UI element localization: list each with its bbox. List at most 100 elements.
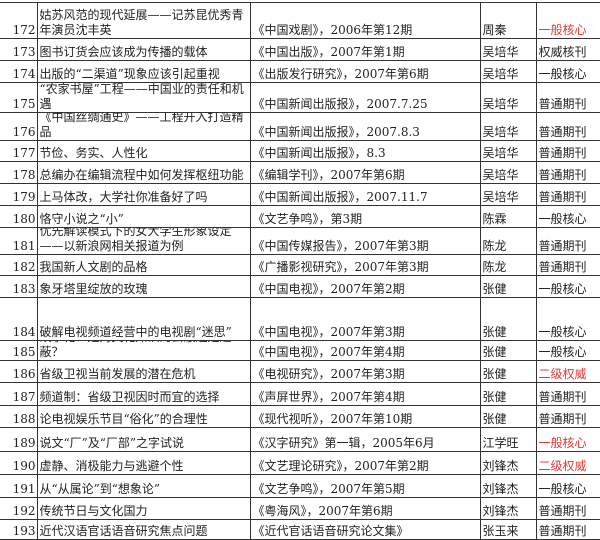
row-number-cell: 187: [0, 382, 38, 406]
article-title: 图书订货会应该成为传播的载体: [39, 45, 208, 59]
journal-level: 一般核心: [538, 482, 587, 496]
journal-level: 普通期刊: [538, 190, 587, 204]
publication-source-cell: 《声屏世界》，2007年第4期: [249, 382, 481, 406]
journal-level-cell: 一般核心: [535, 60, 600, 83]
article-title: 省级卫视当前发展的潜在危机: [39, 367, 196, 381]
article-title-cell: 破解电视频道经营中的电视剧“迷思”: [36, 297, 251, 341]
row-number: 184: [12, 325, 36, 339]
publication-source: 《中国电视》，2007年第3期: [252, 325, 405, 339]
author-name: 张健: [482, 282, 507, 296]
journal-level: 一般核心: [538, 436, 587, 450]
author-name: 刘锋杰: [482, 504, 519, 518]
publication-source-cell: 《中国电视》，2007年第3期: [249, 297, 481, 341]
publication-source-cell: 《中国新闻出版报》，2007.7.25: [249, 82, 481, 113]
journal-level-cell: 一般核心: [535, 340, 600, 361]
publication-source-cell: 《汉字研究》第一辑，2005年6月: [249, 427, 481, 452]
table-row: 185故事化：是对文化知识的去蔽还是遮蔽？ 《中国电视》，2007年第4期 张健 一般…: [0, 340, 600, 361]
article-title-cell: 频道制：省级卫视因时而宜的选择: [36, 382, 251, 406]
journal-level-cell: 一般核心: [535, 205, 600, 228]
author-name: 吴培华: [482, 168, 519, 182]
journal-level: 普通期刊: [538, 524, 587, 538]
article-title: 论电视娱乐节目“俗化”的合理性: [39, 412, 208, 426]
article-title: 节俭、务实、人性化: [39, 146, 148, 160]
publication-source-cell: 《中国出版》，2007年第1期: [249, 38, 481, 61]
journal-level-cell: 一般核心: [535, 2, 600, 39]
publication-source: 《中国新闻出版报》，2007.7.25: [252, 97, 428, 111]
article-title: 虚静、消极能力与逃避个性: [39, 459, 184, 473]
table-row: 179 上马体改，大学社你准备好了吗 《中国新闻出版报》，2007.11.7 吴培华 普…: [0, 183, 600, 206]
row-number: 174: [12, 67, 36, 81]
table-row: 187 频道制：省级卫视因时而宜的选择 《声屏世界》，2007年第4期 张健 普通期刊: [0, 382, 600, 406]
row-number: 178: [12, 168, 36, 182]
article-title-cell: 上马体改，大学社你准备好了吗: [36, 183, 251, 206]
author-name-cell: 刘锋杰: [479, 451, 537, 475]
row-number: 181: [12, 239, 36, 253]
row-number: 185: [12, 345, 36, 359]
publication-source-cell: 《出版发行研究》，2007年第6期: [249, 60, 481, 83]
journal-level-cell: 一般核心: [535, 275, 600, 298]
row-number: 179: [12, 190, 36, 204]
journal-level-cell: 普通期刊: [535, 112, 600, 141]
article-title: 象牙塔里绽放的玫瑰: [39, 282, 148, 296]
author-name: 陈霖: [482, 212, 507, 226]
row-number-cell: 184: [0, 297, 38, 341]
article-title: 《中国丝绸通史》——工程开入打造精品: [39, 113, 244, 140]
author-name: 张健: [482, 390, 507, 404]
publication-source-cell: 《广播影视研究》，2007年第3期: [249, 254, 481, 276]
row-number-cell: 182: [0, 254, 38, 276]
table-row: 177 节俭、务实、人性化 《中国新闻出版报》，8.3 吴培华 普通期刊: [0, 140, 600, 162]
author-name: 江学旺: [482, 436, 519, 450]
row-number: 173: [12, 45, 36, 59]
table-row: 184 破解电视频道经营中的电视剧“迷思” 《中国电视》，2007年第3期 张健 一般核…: [0, 297, 600, 341]
article-title-cell: “农家书屋”工程——中国业的责任和机遇: [36, 82, 251, 113]
journal-level-cell: 一般核心: [535, 427, 600, 452]
article-title-cell: 从“从属论”到“想象论”: [36, 474, 251, 498]
journal-level: 一般核心: [538, 282, 587, 296]
article-title-cell: 节俭、务实、人性化: [36, 140, 251, 162]
publication-source: 《中国电视》，2007年第4期: [252, 345, 405, 359]
publication-source-cell: 《中国电视》，2007年第2期: [249, 275, 481, 298]
author-name: 刘锋杰: [482, 482, 519, 496]
article-title: 近代汉语官话语音研究焦点问题: [39, 524, 208, 538]
publication-source-cell: 《现代视听》，2007年第10期: [249, 405, 481, 428]
author-name-cell: 陈霖: [479, 205, 537, 228]
publication-source: 《中国新闻出版报》，2007.8.3: [252, 125, 420, 139]
author-name-cell: 吴培华: [479, 112, 537, 141]
table-row: 181 优先解读模式下的女大学生形象设定——以新浪网相关报道为例 《中国传媒报告》，…: [0, 227, 600, 255]
article-title-cell: 总编办在编辑流程中如何发挥枢纽功能: [36, 161, 251, 184]
row-number-cell: 183: [0, 275, 38, 298]
article-title: 故事化：是对文化知识的去蔽还是遮蔽？: [39, 342, 232, 360]
author-name-cell: 陈龙: [479, 227, 537, 255]
row-number: 190: [12, 459, 36, 473]
journal-level: 一般核心: [538, 23, 587, 37]
row-number-cell: 192: [0, 497, 38, 520]
publication-source: 《近代官话语音研究论文集》: [252, 524, 409, 538]
author-name-cell: 张健: [479, 360, 537, 383]
article-title-cell: 故事化：是对文化知识的去蔽还是遮蔽？: [36, 340, 251, 361]
row-number-cell: 176: [0, 112, 38, 141]
author-name: 陈龙: [482, 239, 507, 253]
table-row: 188 论电视娱乐节目“俗化”的合理性 《现代视听》，2007年第10期 张健 普通期刊: [0, 405, 600, 428]
article-title-cell: 论电视娱乐节目“俗化”的合理性: [36, 405, 251, 428]
publication-source-cell: 《编辑学刊》，2007年第6期: [249, 161, 481, 184]
article-title: 姑苏风范的现代延展——记苏昆优秀青年演员沈丰英: [39, 8, 244, 37]
journal-level: 一般核心: [538, 325, 587, 339]
table-row: 178 总编办在编辑流程中如何发挥枢纽功能 《编辑学刊》，2007年第6期 吴培华 普通…: [0, 161, 600, 184]
publication-source: 《中国新闻出版报》，8.3: [252, 146, 386, 160]
article-title: 总编办在编辑流程中如何发挥枢纽功能: [39, 168, 244, 182]
row-number: 180: [12, 212, 36, 226]
row-number-cell: 185: [0, 340, 38, 361]
table-row: 189 说文“厂”及“厂部”之字试说 《汉字研究》第一辑，2005年6月 江学旺 一般核…: [0, 427, 600, 452]
author-name-cell: 吴培华: [479, 183, 537, 206]
table-row: 183 象牙塔里绽放的玫瑰 《中国电视》，2007年第2期 张健 一般核心: [0, 275, 600, 298]
row-number: 183: [12, 282, 36, 296]
article-title-cell: 优先解读模式下的女大学生形象设定——以新浪网相关报道为例: [36, 227, 251, 255]
journal-level-cell: 一般核心: [535, 297, 600, 341]
author-name-cell: 周秦: [479, 2, 537, 39]
article-title: 我国新人文剧的品格: [39, 260, 148, 274]
article-title: 说文“厂”及“厂部”之字试说: [39, 436, 185, 450]
row-number-cell: 175: [0, 82, 38, 113]
row-number-cell: 179: [0, 183, 38, 206]
row-number: 187: [12, 390, 36, 404]
article-title: 频道制：省级卫视因时而宜的选择: [39, 390, 220, 404]
